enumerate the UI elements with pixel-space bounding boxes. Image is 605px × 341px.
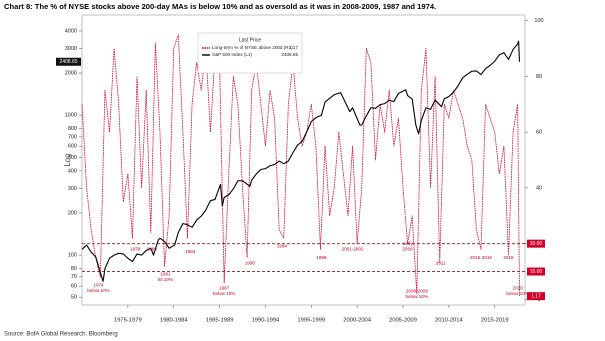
x-tick-label: 1995-1999: [297, 318, 325, 324]
reference-label: 20.00: [530, 241, 543, 247]
legend: Last Price Long-term % of NYSE above 200d…: [197, 32, 303, 74]
legend-box: [197, 32, 303, 74]
annotation: 1984: [185, 249, 196, 254]
last-value-label: 2408.65: [59, 59, 77, 65]
y-tick-label: 100: [68, 253, 77, 259]
last-value-label: 1.17: [531, 293, 541, 299]
x-tick-label: 2015-2019: [481, 318, 509, 324]
y-tick-label: 50: [71, 295, 77, 301]
annotation: 1974: [93, 283, 104, 288]
last-value-box: [527, 292, 545, 301]
y-tick-label: 2000: [65, 71, 77, 77]
annotation: 2011: [436, 260, 446, 265]
annotation: below 10%: [406, 294, 428, 299]
plot-frame: [81, 14, 526, 306]
y-tick-label: 600: [68, 144, 77, 150]
y2-tick-label: 100: [534, 18, 543, 24]
annotation: 1978: [130, 246, 141, 251]
x-tick-label: 2005-2009: [389, 318, 417, 324]
source: Source: BofA Global Research, Bloomberg: [4, 332, 118, 338]
reference-box: [527, 239, 545, 248]
chart-title: Chart 8: The % of NYSE stocks above 200-…: [4, 2, 436, 11]
y-tick-label: 4000: [65, 28, 77, 34]
annotation: 1994: [277, 244, 288, 249]
annotation: 1987: [219, 285, 230, 290]
reference-label: 10.00: [530, 269, 543, 275]
annotation: 2008-2009: [406, 288, 428, 293]
y-tick-label: 500: [68, 155, 77, 161]
y-tick-label: 300: [68, 186, 77, 192]
series-line: [81, 40, 521, 282]
annotation: below 10%: [213, 291, 235, 296]
annotation: 1980: [147, 246, 158, 251]
y2-tick-label: 40: [536, 185, 542, 191]
y2-tick-label: 60: [536, 130, 542, 136]
annotation: below 10%: [87, 288, 109, 293]
annotation: 2008: [402, 246, 413, 251]
y-axis-label: Log: [63, 153, 72, 166]
annotation: 2015-2016: [470, 255, 492, 260]
y-tick-label: 80: [71, 266, 77, 272]
y-tick-label: 3000: [65, 46, 77, 52]
legend-label: Long-term % of NYSE above 200d (R1): [212, 45, 293, 50]
legend-last: 2408.65: [281, 52, 298, 57]
annotation: 1981: [160, 272, 171, 277]
y-tick-label: 700: [68, 134, 77, 140]
x-tick-label: 1975-1979: [114, 318, 142, 324]
annotation: 2001-2002: [342, 246, 364, 251]
y-tick-label: 60: [71, 284, 77, 290]
last-value-box: [56, 57, 81, 66]
annotation: 2018: [503, 255, 514, 260]
annotation: below 10%: [506, 291, 528, 296]
series-line: [81, 34, 520, 297]
reference-box: [527, 267, 545, 276]
y-tick-label: 200: [68, 210, 77, 216]
y-tick-label: 1000: [65, 113, 77, 119]
annotation: hit 10%: [158, 277, 173, 282]
annotation: early: [403, 241, 414, 246]
annotation: 1990: [245, 260, 256, 265]
y-tick-label: 70: [71, 274, 77, 280]
annotation: 2020: [513, 285, 524, 290]
legend-title: Last Price: [239, 37, 261, 43]
x-tick-label: 2000-2004: [343, 318, 371, 324]
y-tick-label: 400: [68, 168, 77, 174]
x-tick-label: 1980-1984: [160, 318, 188, 324]
legend-label: S&P 500 Index (L1): [212, 52, 252, 57]
legend-last: 1.17: [289, 45, 298, 50]
annotation: 1998: [316, 255, 327, 260]
x-tick-label: 1985-1989: [206, 318, 234, 324]
y-tick-label: 800: [68, 126, 77, 132]
x-tick-label: 2010-2014: [435, 318, 463, 324]
y2-tick-label: 80: [536, 74, 542, 80]
x-tick-label: 1990-1994: [252, 318, 280, 324]
